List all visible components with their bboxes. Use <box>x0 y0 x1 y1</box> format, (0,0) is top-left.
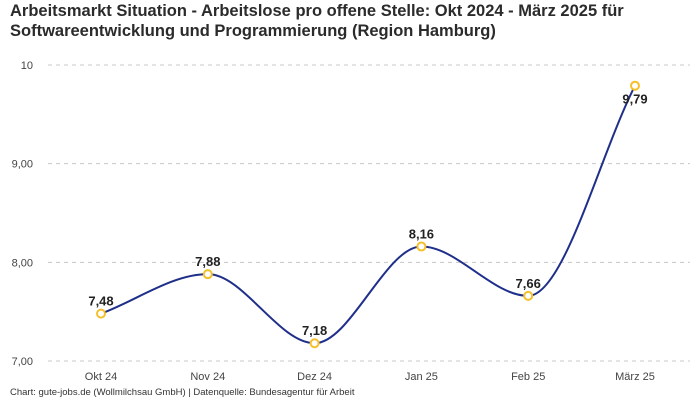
chart-footer: Chart: gute-jobs.de (Wollmilchsau GmbH) … <box>10 387 354 398</box>
chart-title: Arbeitsmarkt Situation - Arbeitslose pro… <box>10 1 690 41</box>
grid-layer: 7,00 8,00 9,00 10 Okt 24 Nov 24 Dez 24 Jan 25 Fe… <box>12 60 690 383</box>
line-layer <box>100 85 636 345</box>
data-label: 8,16 <box>409 227 434 242</box>
source-credit: Chart: gute-jobs.de (Wollmilchsau GmbH) … <box>10 387 355 398</box>
label-layer: 7,48 7,88 7,18 8,16 7,66 9,79 <box>88 92 647 339</box>
data-point <box>202 269 213 280</box>
marker-layer <box>96 80 640 349</box>
x-tick-label: Feb 25 <box>511 371 545 383</box>
data-label: 9,79 <box>622 92 647 107</box>
x-tick-label: Jan 25 <box>405 371 438 383</box>
data-point <box>523 290 534 301</box>
data-point <box>309 338 320 349</box>
x-tick-label: Nov 24 <box>190 371 225 383</box>
data-point <box>96 308 106 319</box>
data-point <box>630 80 640 91</box>
data-point <box>416 241 427 252</box>
y-tick-label: 7,00 <box>12 356 33 368</box>
chart-title-line-1: Arbeitsmarkt Situation - Arbeitslose pro… <box>10 2 624 20</box>
data-label: 7,88 <box>195 254 220 269</box>
data-label: 7,66 <box>516 276 541 291</box>
y-tick-label: 8,00 <box>12 257 33 269</box>
x-tick-label: März 25 <box>615 371 655 383</box>
chart-title-line-2: Softwareentwicklung und Programmierung (… <box>10 22 496 40</box>
data-label: 7,48 <box>88 294 113 309</box>
y-tick-label: 10 <box>21 60 33 72</box>
x-tick-label: Okt 24 <box>85 371 117 383</box>
data-label: 7,18 <box>302 323 327 338</box>
x-tick-label: Dez 24 <box>297 371 332 383</box>
series-line <box>100 85 636 345</box>
y-tick-label: 9,00 <box>12 159 33 171</box>
